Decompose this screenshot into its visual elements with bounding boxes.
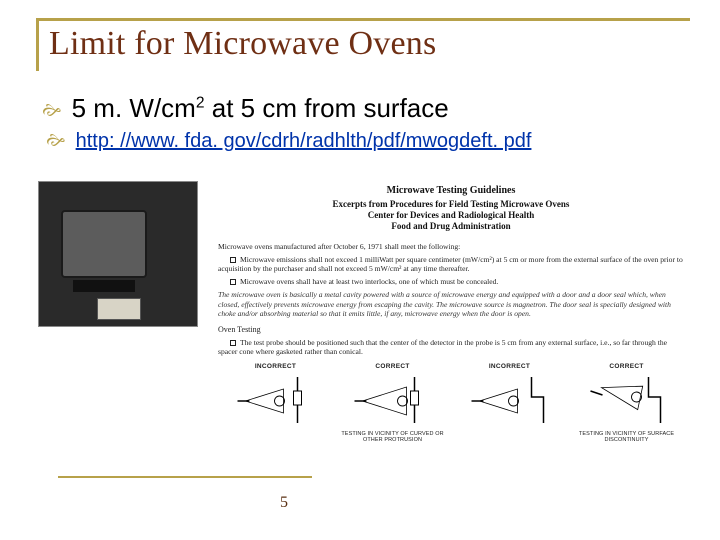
doc-italic: The microwave oven is basically a metal … bbox=[218, 290, 684, 318]
bullet-icon: 🙚 bbox=[46, 131, 66, 151]
diagram-caption: TESTING IN VICINITY OF SURFACE DISCONTIN… bbox=[571, 431, 682, 443]
bullet-item-main: 🙚 5 m. W/cm2 at 5 cm from surface bbox=[42, 93, 690, 124]
doc-p1: Microwave ovens manufactured after Octob… bbox=[218, 242, 684, 251]
diagram-label: INCORRECT bbox=[220, 363, 331, 371]
bullet-post: at 5 cm from surface bbox=[205, 93, 449, 123]
source-link[interactable]: http: //www. fda. gov/cdrh/radhlth/pdf/m… bbox=[76, 130, 532, 153]
probe-diagram-icon bbox=[571, 373, 682, 427]
checkbox-icon bbox=[230, 279, 236, 285]
diagram-correct-2: CORRECT TESTING IN VICINITY OF SURFACE D… bbox=[571, 363, 682, 444]
probe-diagram-icon bbox=[337, 373, 448, 427]
bullet-exp: 2 bbox=[196, 94, 205, 111]
diagram-label: INCORRECT bbox=[454, 363, 565, 371]
doc-li2-text: Microwave ovens shall have at least two … bbox=[240, 277, 498, 286]
doc-section: Oven Testing bbox=[218, 325, 684, 335]
slide: Limit for Microwave Ovens 🙚 5 m. W/cm2 a… bbox=[0, 0, 720, 540]
image-row: Microwave Testing Guidelines Excerpts fr… bbox=[36, 181, 690, 443]
diagram-label: CORRECT bbox=[337, 363, 448, 371]
diagram-caption: TESTING IN VICINITY OF CURVED OR OTHER P… bbox=[337, 431, 448, 443]
bullet-icon: 🙚 bbox=[42, 101, 62, 121]
bullet-pre: 5 m bbox=[72, 93, 115, 123]
doc-body: Microwave ovens manufactured after Octob… bbox=[218, 242, 684, 443]
diagram-incorrect-2: INCORRECT bbox=[454, 363, 565, 444]
oven-body bbox=[61, 210, 147, 278]
doc-h3: Center for Devices and Radiological Heal… bbox=[218, 210, 684, 221]
diagram-incorrect-1: INCORRECT bbox=[220, 363, 331, 444]
doc-li1: Microwave emissions shall not exceed 1 m… bbox=[218, 255, 684, 274]
bullet-list: 🙚 5 m. W/cm2 at 5 cm from surface 🙚 http… bbox=[36, 93, 690, 153]
doc-h4: Food and Drug Administration bbox=[218, 221, 684, 232]
oven-base bbox=[73, 280, 135, 292]
bullet-unit: W/cm bbox=[129, 93, 195, 123]
slide-number: 5 bbox=[280, 494, 288, 512]
doc-h2: Excerpts from Procedures for Field Testi… bbox=[218, 199, 684, 210]
doc-p2: The test probe should be positioned such… bbox=[218, 338, 684, 357]
footer-rule bbox=[58, 476, 312, 478]
doc-li1-text: Microwave emissions shall not exceed 1 m… bbox=[218, 255, 683, 273]
doc-li2: Microwave ovens shall have at least two … bbox=[218, 277, 684, 286]
excerpt-document: Microwave Testing Guidelines Excerpts fr… bbox=[212, 181, 690, 443]
doc-p2-text: The test probe should be positioned such… bbox=[218, 338, 667, 356]
probe-diagram-icon bbox=[454, 373, 565, 427]
page-title: Limit for Microwave Ovens bbox=[49, 25, 690, 63]
diagram-row: INCORRECT CORRECT bbox=[218, 363, 684, 444]
checkbox-icon bbox=[230, 340, 236, 346]
bullet-item-link: 🙚 http: //www. fda. gov/cdrh/radhlth/pdf… bbox=[46, 130, 690, 153]
oven-photo bbox=[38, 181, 198, 327]
probe-diagram-icon bbox=[220, 373, 331, 427]
survey-meter bbox=[97, 298, 141, 320]
doc-h1: Microwave Testing Guidelines bbox=[218, 185, 684, 198]
bullet-text: 5 m. W/cm2 at 5 cm from surface bbox=[72, 93, 449, 124]
checkbox-icon bbox=[230, 257, 236, 263]
diagram-label: CORRECT bbox=[571, 363, 682, 371]
title-frame: Limit for Microwave Ovens bbox=[36, 18, 690, 71]
diagram-correct-1: CORRECT TESTING IN VICINITY OF CURVED OR… bbox=[337, 363, 448, 444]
